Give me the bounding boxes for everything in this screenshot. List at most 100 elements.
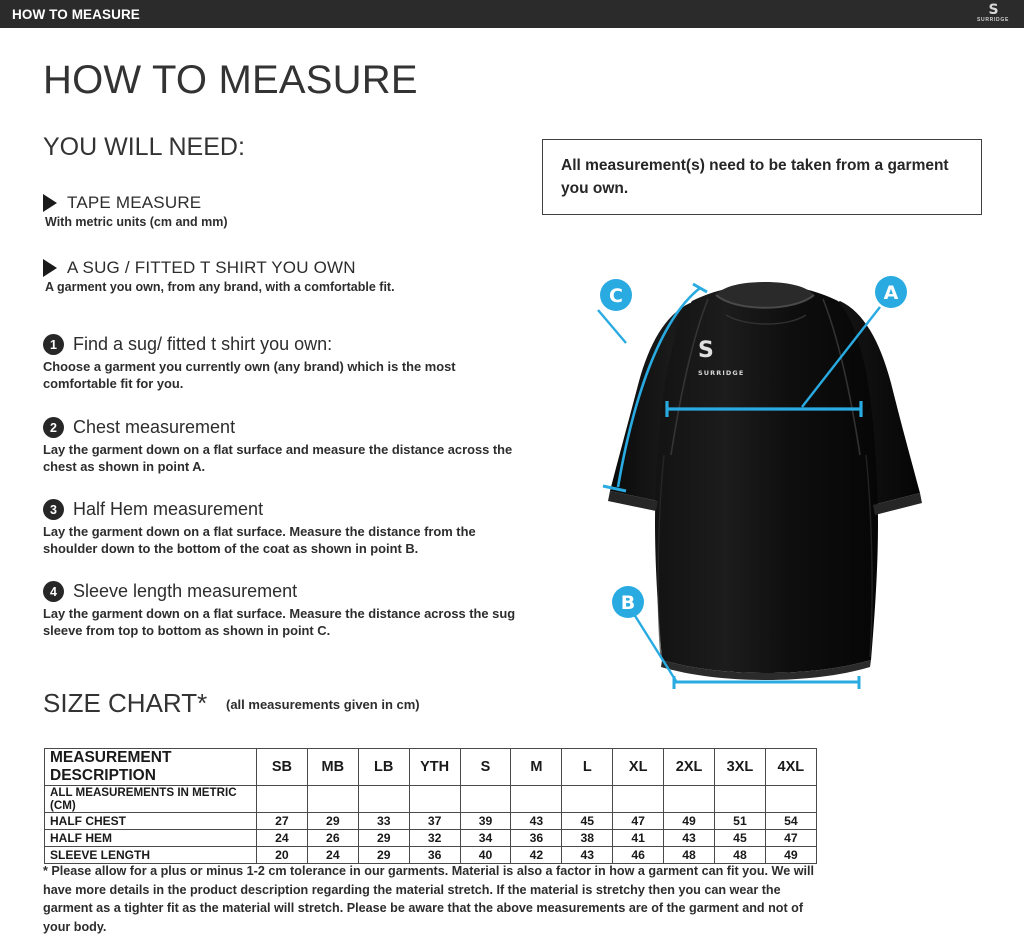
cell-half-hem-m: 36 xyxy=(510,829,563,847)
measure-line-hem-B xyxy=(630,610,861,689)
row-label-metric: ALL MEASUREMENTS IN METRIC (CM) xyxy=(44,785,257,813)
garment-hem xyxy=(661,660,871,680)
column-header-mb: MB xyxy=(306,748,359,786)
cell-sleeve-length-sb: 20 xyxy=(256,846,308,864)
empty-cell xyxy=(714,785,766,813)
step-body: Lay the garment down on a flat surface a… xyxy=(43,442,513,474)
garment-raglan-seam-left xyxy=(670,298,709,456)
page-title: HOW TO MEASURE xyxy=(43,58,418,102)
column-header-4xl: 4XL xyxy=(764,748,817,786)
column-header-yth: YTH xyxy=(408,748,461,786)
table-row: HALF CHEST 27 29 33 37 39 43 45 47 49 51… xyxy=(44,812,817,830)
step-body: Lay the garment down on a flat surface. … xyxy=(43,524,476,556)
garment-chest-stitch xyxy=(725,314,807,325)
step-title: Find a sug/ fitted t shirt you own: xyxy=(73,334,333,354)
column-header-s: S xyxy=(459,748,512,786)
step-number-badge: 3 xyxy=(43,499,64,520)
row-label-half-hem: HALF HEM xyxy=(44,829,257,847)
step-title: Chest measurement xyxy=(73,417,236,437)
triangle-bullet-icon xyxy=(43,259,57,277)
requirement-subtitle: With metric units (cm and mm) xyxy=(45,215,228,229)
size-chart-heading: SIZE CHART* xyxy=(43,688,208,718)
size-chart-note: (all measurements given in cm) xyxy=(226,697,420,712)
garment-raglan-seam-right xyxy=(822,298,861,456)
you-will-need-heading: YOU WILL NEED: xyxy=(43,133,245,161)
cell-half-chest-3xl: 51 xyxy=(714,812,766,830)
cell-half-hem-sb: 24 xyxy=(256,829,308,847)
table-row: SLEEVE LENGTH 20 24 29 36 40 42 43 46 48… xyxy=(44,846,817,864)
step-3: 3 Half Hem measurement Lay the garment d… xyxy=(43,499,523,557)
marker-badge-B: B xyxy=(612,586,644,618)
cell-sleeve-length-l: 43 xyxy=(561,846,614,864)
cell-sleeve-length-yth: 36 xyxy=(408,846,461,864)
empty-cell xyxy=(357,785,410,813)
app-header-bar: HOW TO MEASURE S SURRIDGE xyxy=(0,0,1024,28)
marker-label-A: A xyxy=(884,282,899,304)
cell-sleeve-length-mb: 24 xyxy=(306,846,359,864)
triangle-bullet-icon xyxy=(43,194,57,212)
step-number-badge: 1 xyxy=(43,334,64,355)
garment-diagram: S SURRIDGE C xyxy=(540,255,1000,695)
column-header-l: L xyxy=(561,748,614,786)
empty-cell xyxy=(764,785,817,813)
empty-cell xyxy=(408,785,461,813)
empty-cell xyxy=(510,785,563,813)
cell-half-hem-4xl: 47 xyxy=(764,829,817,847)
garment-chest-logo: S SURRIDGE xyxy=(698,338,744,377)
header-title: HOW TO MEASURE xyxy=(12,6,140,22)
step-number-badge: 4 xyxy=(43,581,64,602)
cell-sleeve-length-3xl: 48 xyxy=(714,846,766,864)
cell-half-chest-mb: 29 xyxy=(306,812,359,830)
cell-sleeve-length-xl: 46 xyxy=(612,846,665,864)
marker-badge-C: C xyxy=(600,279,632,311)
cell-half-chest-xl: 47 xyxy=(612,812,665,830)
requirement-item-fitted-tshirt: A SUG / FITTED T SHIRT YOU OWN A garment… xyxy=(43,258,395,294)
cell-sleeve-length-4xl: 49 xyxy=(764,846,817,864)
measure-line-sleeve-C xyxy=(597,282,708,493)
table-row: HALF HEM 24 26 29 32 34 36 38 41 43 45 4… xyxy=(44,829,817,847)
empty-cell xyxy=(256,785,308,813)
column-header-sb: SB xyxy=(256,748,308,786)
cell-half-hem-yth: 32 xyxy=(408,829,461,847)
cell-sleeve-length-m: 42 xyxy=(510,846,563,864)
cell-half-hem-l: 38 xyxy=(561,829,614,847)
marker-label-B: B xyxy=(621,592,635,614)
garment-logo-wordmark: SURRIDGE xyxy=(698,369,744,377)
requirement-title: A SUG / FITTED T SHIRT YOU OWN xyxy=(67,258,356,277)
cell-half-chest-sb: 27 xyxy=(256,812,308,830)
step-body: Choose a garment you currently own (any … xyxy=(43,359,456,391)
surridge-logo: S SURRIDGE xyxy=(970,1,1016,27)
table-row-metric-note: ALL MEASUREMENTS IN METRIC (CM) xyxy=(44,785,817,813)
column-header-description: MEASUREMENT DESCRIPTION xyxy=(44,748,257,786)
garment-cuff-right xyxy=(873,493,922,515)
step-title: Sleeve length measurement xyxy=(73,581,298,601)
step-4: 4 Sleeve length measurement Lay the garm… xyxy=(43,581,523,639)
measure-line-chest-A xyxy=(665,306,881,417)
cell-sleeve-length-lb: 29 xyxy=(357,846,410,864)
empty-cell xyxy=(459,785,512,813)
cell-half-hem-s: 34 xyxy=(459,829,512,847)
cell-half-hem-2xl: 43 xyxy=(663,829,716,847)
cell-sleeve-length-2xl: 48 xyxy=(663,846,716,864)
requirement-subtitle: A garment you own, from any brand, with … xyxy=(45,280,395,294)
callout-box: All measurement(s) need to be taken from… xyxy=(542,139,982,215)
garment-side-seam-left xyxy=(657,454,665,658)
callout-text: All measurement(s) need to be taken from… xyxy=(561,157,949,197)
surridge-s-icon: S xyxy=(988,2,998,18)
row-label-sleeve-length: SLEEVE LENGTH xyxy=(44,846,257,864)
garment-collar-stitch xyxy=(715,294,815,309)
marker-badge-A: A xyxy=(875,276,907,308)
cell-half-hem-lb: 29 xyxy=(357,829,410,847)
marker-label-C: C xyxy=(609,285,623,307)
garment-cuff-left xyxy=(608,491,658,511)
empty-cell xyxy=(663,785,716,813)
column-header-m: M xyxy=(510,748,563,786)
empty-cell xyxy=(306,785,359,813)
garment-body xyxy=(655,285,878,673)
cell-half-chest-l: 45 xyxy=(561,812,614,830)
cell-half-chest-lb: 33 xyxy=(357,812,410,830)
step-title: Half Hem measurement xyxy=(73,499,264,519)
step-body: Lay the garment down on a flat surface. … xyxy=(43,606,516,638)
size-chart-table: MEASUREMENT DESCRIPTION SB MB LB YTH S M… xyxy=(44,748,817,864)
step-number-badge: 2 xyxy=(43,417,64,438)
